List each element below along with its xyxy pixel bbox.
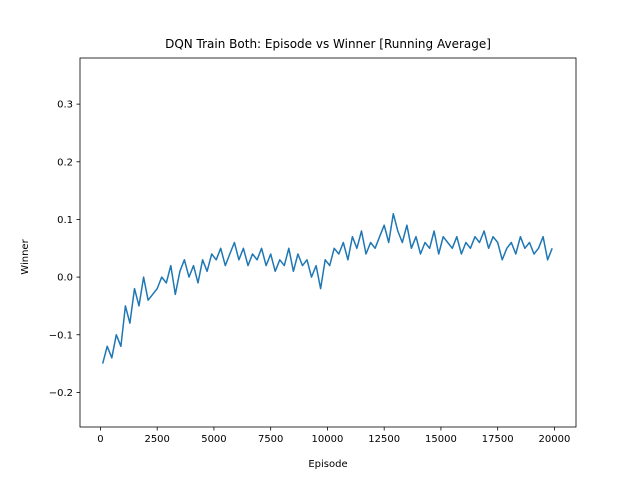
y-axis-label: Winner	[20, 238, 31, 274]
chart-title: DQN Train Both: Episode vs Winner [Runni…	[165, 37, 491, 51]
x-tick-label: 20000	[539, 434, 571, 445]
series-line	[101, 212, 553, 364]
y-tick-label: −0.1	[49, 330, 73, 341]
x-tick-label: 10000	[312, 434, 344, 445]
plot-area	[79, 57, 577, 428]
x-tick-label: 17500	[482, 434, 514, 445]
x-tick-label: 12500	[368, 434, 400, 445]
y-tick-label: 0.2	[57, 157, 73, 168]
x-tick-label: 0	[97, 434, 103, 445]
y-tick-label: 0.1	[57, 215, 73, 226]
x-axis-label: Episode	[308, 459, 347, 470]
x-tick-label: 7500	[258, 434, 283, 445]
y-tick-label: 0.0	[57, 273, 73, 284]
x-axis-ticks: 0 2500 5000 7500 10000 12500 15000 17500 20000	[97, 427, 570, 445]
y-tick-label: 0.3	[57, 100, 73, 111]
x-tick-label: 5000	[201, 434, 226, 445]
axes-frame	[79, 57, 577, 428]
y-axis-ticks: −0.2 −0.1 0.0 0.1 0.2 0.3	[49, 100, 80, 399]
x-tick-label: 2500	[144, 434, 169, 445]
series-layer	[101, 212, 553, 364]
x-tick-label: 15000	[425, 434, 457, 445]
y-tick-label: −0.2	[49, 388, 73, 399]
